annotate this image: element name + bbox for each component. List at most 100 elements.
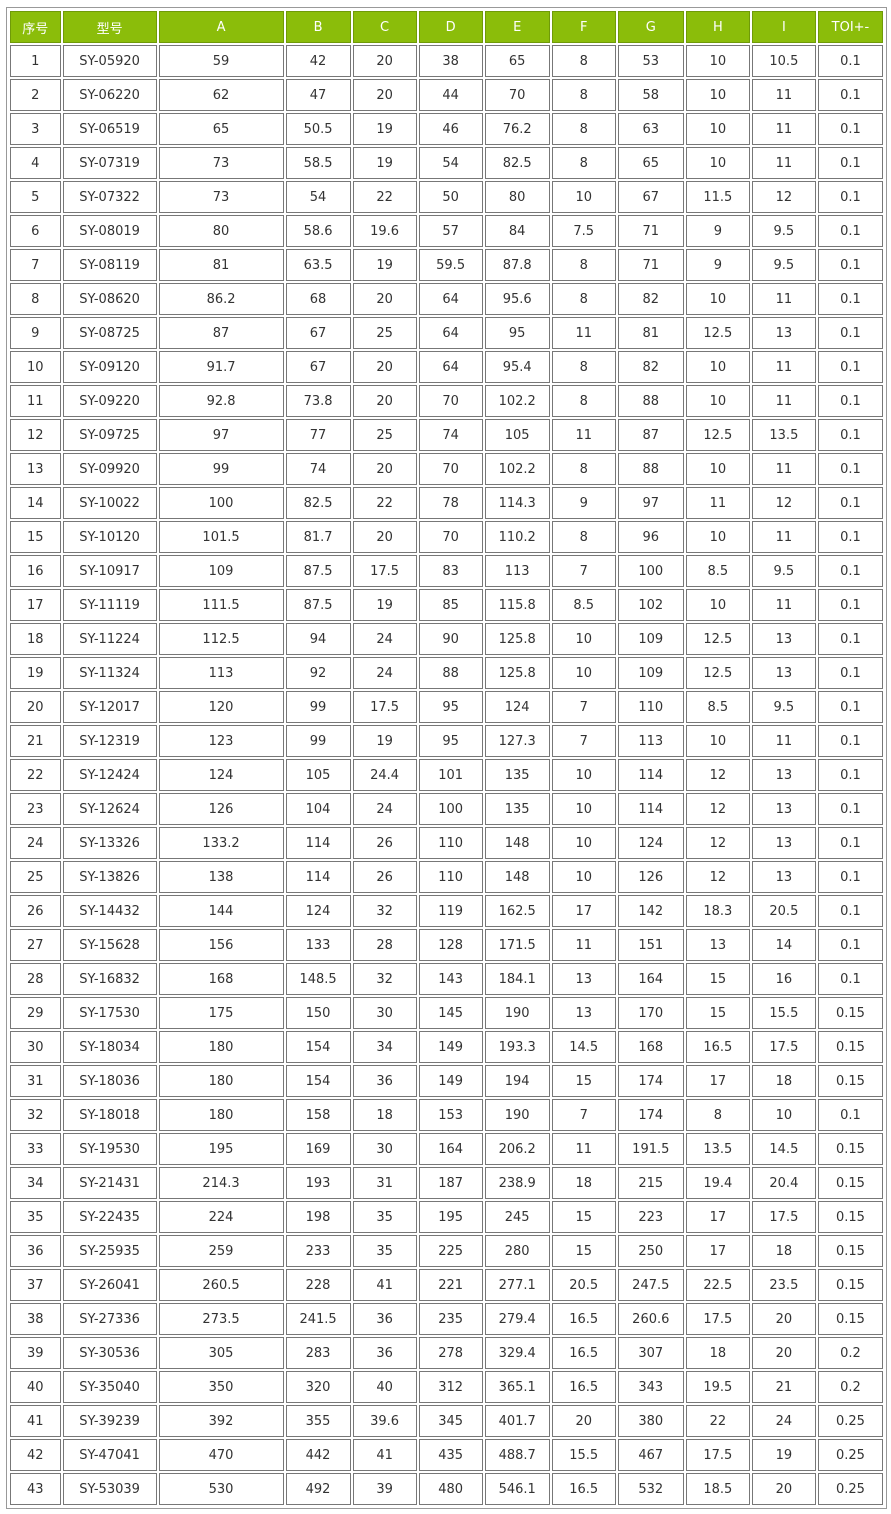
table-cell: 135 — [484, 759, 550, 791]
table-row: 39 SY-30536 305 283 36 278 329.4 16.5 307 18 20 0.2 — [10, 1337, 883, 1369]
table-row: 23 SY-12624 126 104 24 100 135 10 114 12 13 0.1 — [10, 793, 883, 825]
table-cell: 23 — [10, 793, 61, 825]
table-cell: 71 — [617, 215, 684, 247]
table-cell: 100 — [158, 487, 284, 519]
table-cell: 15 — [551, 1065, 616, 1097]
table-cell: 97 — [158, 419, 284, 451]
table-cell: 21 — [751, 1371, 816, 1403]
table-cell: 5 — [10, 181, 61, 213]
table-cell: 68 — [285, 283, 351, 315]
column-header: I — [751, 11, 816, 43]
table-cell: 85 — [418, 589, 483, 621]
table-cell: 17 — [685, 1235, 750, 1267]
table-cell: SY-18036 — [62, 1065, 157, 1097]
table-cell: 10 — [685, 147, 750, 179]
table-cell: 101.5 — [158, 521, 284, 553]
table-cell: 0.1 — [817, 793, 883, 825]
table-cell: 14 — [751, 929, 816, 961]
table-cell: SY-16832 — [62, 963, 157, 995]
table-cell: 11 — [751, 385, 816, 417]
table-cell: 0.25 — [817, 1439, 883, 1471]
table-cell: 64 — [418, 351, 483, 383]
table-cell: 184.1 — [484, 963, 550, 995]
table-cell: 114 — [617, 759, 684, 791]
table-cell: 15 — [10, 521, 61, 553]
table-cell: 532 — [617, 1473, 684, 1505]
table-cell: 20 — [352, 351, 417, 383]
table-row: 6 SY-08019 80 58.6 19.6 57 84 7.5 71 9 9.5 0.1 — [10, 215, 883, 247]
table-cell: 148 — [484, 861, 550, 893]
table-cell: 76.2 — [484, 113, 550, 145]
table-cell: 19.4 — [685, 1167, 750, 1199]
column-header: C — [352, 11, 417, 43]
table-cell: 87 — [158, 317, 284, 349]
table-cell: 58 — [617, 79, 684, 111]
table-cell: 19 — [352, 589, 417, 621]
table-cell: 125.8 — [484, 623, 550, 655]
table-cell: 40 — [352, 1371, 417, 1403]
table-cell: 19 — [352, 147, 417, 179]
table-cell: 13 — [551, 963, 616, 995]
table-cell: 37 — [10, 1269, 61, 1301]
table-cell: 15.5 — [551, 1439, 616, 1471]
table-cell: 87.5 — [285, 555, 351, 587]
table-cell: 86.2 — [158, 283, 284, 315]
column-header: TOI+- — [817, 11, 883, 43]
table-cell: 11 — [551, 419, 616, 451]
table-cell: 120 — [158, 691, 284, 723]
table-cell: 81.7 — [285, 521, 351, 553]
table-cell: 164 — [617, 963, 684, 995]
table-cell: 8 — [551, 147, 616, 179]
table-cell: 31 — [10, 1065, 61, 1097]
table-row: 33 SY-19530 195 169 30 164 206.2 11 191.5 13.5 14.… — [10, 1133, 883, 1165]
table-cell: 124 — [484, 691, 550, 723]
table-cell: 142 — [617, 895, 684, 927]
table-row: 11 SY-09220 92.8 73.8 20 70 102.2 8 88 10 11 0.1 — [10, 385, 883, 417]
table-cell: 38 — [418, 45, 483, 77]
table-cell: 0.1 — [817, 487, 883, 519]
table-cell: 355 — [285, 1405, 351, 1437]
table-cell: 154 — [285, 1065, 351, 1097]
table-cell: 10 — [685, 385, 750, 417]
table-cell: 33 — [10, 1133, 61, 1165]
table-cell: 144 — [158, 895, 284, 927]
table-cell: 28 — [352, 929, 417, 961]
table-cell: 305 — [158, 1337, 284, 1369]
table-cell: 7.5 — [551, 215, 616, 247]
table-cell: 24 — [10, 827, 61, 859]
table-cell: 392 — [158, 1405, 284, 1437]
table-cell: 13 — [751, 759, 816, 791]
table-cell: 21 — [10, 725, 61, 757]
table-cell: 10 — [685, 453, 750, 485]
table-cell: 4 — [10, 147, 61, 179]
table-cell: 77 — [285, 419, 351, 451]
table-cell: 20.5 — [751, 895, 816, 927]
table-cell: 91.7 — [158, 351, 284, 383]
table-cell: 11 — [751, 283, 816, 315]
table-cell: 0.1 — [817, 453, 883, 485]
table-cell: 99 — [158, 453, 284, 485]
column-header: E — [484, 11, 550, 43]
table-row: 14 SY-10022 100 82.5 22 78 114.3 9 97 11 12 0.1 — [10, 487, 883, 519]
table-cell: 73 — [158, 147, 284, 179]
table-cell: 10 — [551, 861, 616, 893]
table-cell: 11 — [551, 929, 616, 961]
table-cell: 64 — [418, 317, 483, 349]
table-cell: 0.1 — [817, 283, 883, 315]
column-header: A — [158, 11, 284, 43]
table-cell: 65 — [617, 147, 684, 179]
table-row: 20 SY-12017 120 99 17.5 95 124 7 110 8.5 9.5 0.1 — [10, 691, 883, 723]
table-row: 31 SY-18036 180 154 36 149 194 15 174 17 18 0.15 — [10, 1065, 883, 1097]
table-cell: 42 — [285, 45, 351, 77]
table-cell: 9.5 — [751, 249, 816, 281]
table-cell: 12 — [685, 759, 750, 791]
table-row: 43 SY-53039 530 492 39 480 546.1 16.5 532 18.5 20 0… — [10, 1473, 883, 1505]
table-cell: 307 — [617, 1337, 684, 1369]
table-cell: 245 — [484, 1201, 550, 1233]
table-cell: SY-09220 — [62, 385, 157, 417]
table-cell: 193 — [285, 1167, 351, 1199]
table-cell: 12.5 — [685, 623, 750, 655]
table-cell: SY-07319 — [62, 147, 157, 179]
table-cell: 100 — [418, 793, 483, 825]
table-cell: SY-17530 — [62, 997, 157, 1029]
